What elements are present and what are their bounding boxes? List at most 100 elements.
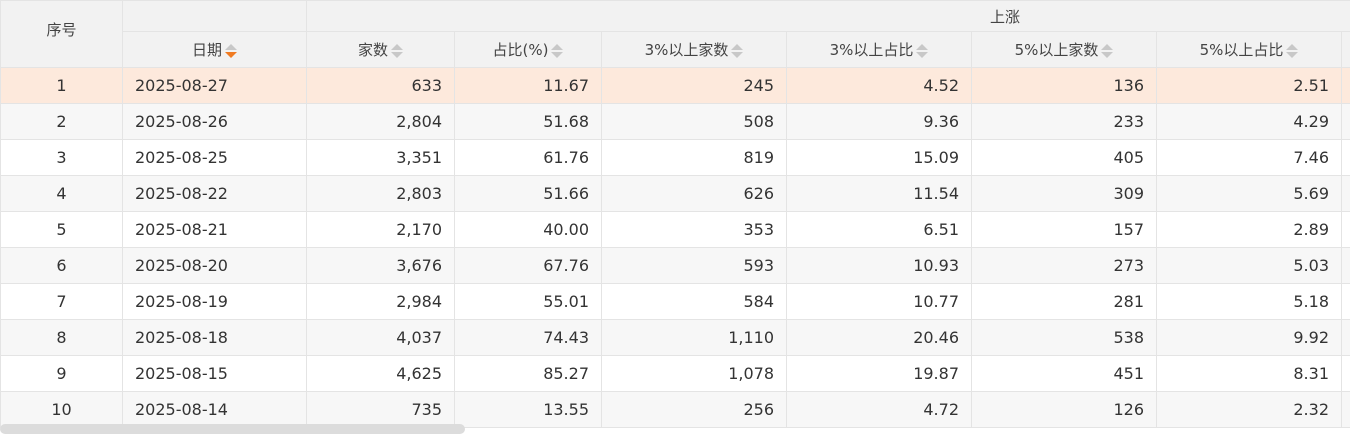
header-label: 日期 <box>191 41 222 59</box>
cell-ratio-3pct: 6.51 <box>786 211 972 248</box>
cell-count-5pct: 309 <box>971 175 1157 212</box>
cell-date: 2025-08-21 <box>122 211 307 248</box>
cell-date: 2025-08-20 <box>122 247 307 284</box>
table-row[interactable]: 10 2025-08-14 735 13.55 256 4.72 126 2.32 <box>0 391 1350 428</box>
table-row[interactable]: 9 2025-08-15 4,625 85.27 1,078 19.87 451 8.31 <box>0 355 1350 392</box>
table-row[interactable]: 7 2025-08-19 2,984 55.01 584 10.77 281 5.18 <box>0 283 1350 320</box>
header-label: 占比(%) <box>492 41 549 59</box>
header-count-3pct[interactable]: 3%以上家数 <box>601 31 787 68</box>
sort-icon[interactable] <box>916 43 929 58</box>
header-label: 5%以上家数 <box>1014 41 1099 59</box>
cell-count-5pct: 273 <box>971 247 1157 284</box>
cell-count-5pct: 281 <box>971 283 1157 320</box>
header-label: 5%以上占比 <box>1199 41 1284 59</box>
header-group-rise: 上涨 <box>305 0 1350 32</box>
table-row[interactable]: 1 2025-08-27 633 11.67 245 4.52 136 2.51 <box>0 67 1350 104</box>
cell-overflow <box>1340 103 1350 140</box>
cell-ratio-3pct: 20.46 <box>786 319 972 356</box>
cell-count-5pct: 157 <box>971 211 1157 248</box>
table-row[interactable]: 3 2025-08-25 3,351 61.76 819 15.09 405 7.46 <box>0 139 1350 176</box>
cell-ratio: 74.43 <box>454 319 602 356</box>
cell-count: 2,803 <box>306 175 455 212</box>
cell-index: 6 <box>0 247 123 284</box>
cell-ratio: 85.27 <box>454 355 602 392</box>
cell-count-3pct: 256 <box>601 391 787 428</box>
table-row[interactable]: 8 2025-08-18 4,037 74.43 1,110 20.46 538 9.92 <box>0 319 1350 356</box>
sort-icon[interactable] <box>225 43 237 58</box>
cell-ratio-3pct: 15.09 <box>786 139 972 176</box>
table-row[interactable]: 4 2025-08-22 2,803 51.66 626 11.54 309 5.69 <box>0 175 1350 212</box>
sort-icon[interactable] <box>391 43 403 58</box>
table-row[interactable]: 2 2025-08-26 2,804 51.68 508 9.36 233 4.29 <box>0 103 1350 140</box>
table-row[interactable]: 6 2025-08-20 3,676 67.76 593 10.93 273 5.03 <box>0 247 1350 284</box>
cell-index: 7 <box>0 283 123 320</box>
cell-date: 2025-08-19 <box>122 283 307 320</box>
cell-ratio: 13.55 <box>454 391 602 428</box>
cell-ratio-5pct: 7.46 <box>1156 139 1342 176</box>
cell-overflow <box>1340 247 1350 284</box>
cell-index: 2 <box>0 103 123 140</box>
cell-count: 4,625 <box>306 355 455 392</box>
cell-overflow <box>1340 391 1350 428</box>
cell-count: 735 <box>306 391 455 428</box>
header-label: 家数 <box>357 41 388 59</box>
header-index: 序号 <box>0 0 123 68</box>
header-count[interactable]: 家数 <box>306 31 455 68</box>
header-ratio-5pct[interactable]: 5%以上占比 <box>1156 31 1342 68</box>
horizontal-scrollbar[interactable] <box>0 424 465 434</box>
cell-count: 2,804 <box>306 103 455 140</box>
cell-overflow <box>1340 211 1350 248</box>
cell-count-3pct: 593 <box>601 247 787 284</box>
cell-count: 3,351 <box>306 139 455 176</box>
cell-ratio: 51.68 <box>454 103 602 140</box>
cell-ratio-5pct: 5.03 <box>1156 247 1342 284</box>
cell-count-5pct: 136 <box>971 67 1157 104</box>
cell-ratio-3pct: 4.72 <box>786 391 972 428</box>
header-blank <box>122 0 307 32</box>
cell-ratio-5pct: 9.92 <box>1156 319 1342 356</box>
cell-ratio-3pct: 19.87 <box>786 355 972 392</box>
cell-ratio-5pct: 2.51 <box>1156 67 1342 104</box>
cell-ratio-5pct: 2.32 <box>1156 391 1342 428</box>
cell-date: 2025-08-27 <box>122 67 307 104</box>
cell-ratio-3pct: 4.52 <box>786 67 972 104</box>
cell-ratio-3pct: 11.54 <box>786 175 972 212</box>
cell-count-3pct: 1,110 <box>601 319 787 356</box>
cell-ratio-5pct: 5.69 <box>1156 175 1342 212</box>
header-label: 3%以上占比 <box>829 41 914 59</box>
header-count-5pct[interactable]: 5%以上家数 <box>971 31 1157 68</box>
header-overflow <box>1340 31 1350 68</box>
sort-icon[interactable] <box>1286 43 1299 58</box>
cell-count-5pct: 538 <box>971 319 1157 356</box>
header-ratio-3pct[interactable]: 3%以上占比 <box>786 31 972 68</box>
cell-overflow <box>1340 175 1350 212</box>
cell-overflow <box>1340 319 1350 356</box>
cell-index: 10 <box>0 391 123 428</box>
cell-ratio: 11.67 <box>454 67 602 104</box>
cell-index: 3 <box>0 139 123 176</box>
cell-date: 2025-08-14 <box>122 391 307 428</box>
cell-count: 2,170 <box>306 211 455 248</box>
cell-ratio: 61.76 <box>454 139 602 176</box>
header-ratio[interactable]: 占比(%) <box>454 31 602 68</box>
cell-index: 8 <box>0 319 123 356</box>
cell-count-3pct: 353 <box>601 211 787 248</box>
cell-index: 4 <box>0 175 123 212</box>
sort-icon[interactable] <box>551 43 564 58</box>
cell-count-5pct: 451 <box>971 355 1157 392</box>
cell-ratio: 51.66 <box>454 175 602 212</box>
sort-icon[interactable] <box>1101 43 1114 58</box>
table-row[interactable]: 5 2025-08-21 2,170 40.00 353 6.51 157 2.89 <box>0 211 1350 248</box>
cell-date: 2025-08-25 <box>122 139 307 176</box>
cell-date: 2025-08-18 <box>122 319 307 356</box>
header-label: 3%以上家数 <box>644 41 729 59</box>
cell-ratio: 40.00 <box>454 211 602 248</box>
cell-ratio-5pct: 5.18 <box>1156 283 1342 320</box>
header-date[interactable]: 日期 <box>122 31 307 68</box>
sort-icon[interactable] <box>731 43 744 58</box>
cell-ratio-5pct: 4.29 <box>1156 103 1342 140</box>
cell-overflow <box>1340 355 1350 392</box>
cell-index: 1 <box>0 67 123 104</box>
cell-ratio-3pct: 9.36 <box>786 103 972 140</box>
